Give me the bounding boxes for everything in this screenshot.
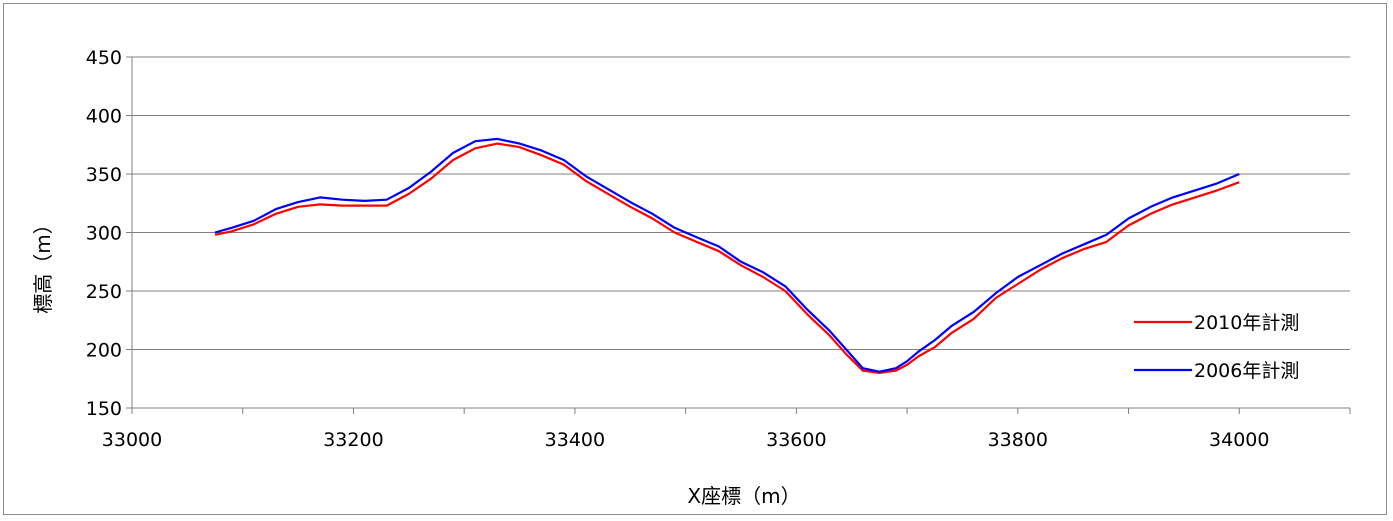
y-tick-label-400: 400 — [86, 106, 122, 128]
y-tick-label-300: 300 — [86, 223, 122, 245]
y-tick-label-150: 150 — [86, 398, 122, 420]
y-tick-label-450: 450 — [86, 47, 122, 69]
legend-label-1: 2010年計測 — [1194, 312, 1299, 334]
axes — [126, 56, 1351, 414]
tick-labels: 150 200 250 300 350 400 450 33000 33200 33400 3360… — [86, 47, 1270, 451]
grid-lines — [132, 56, 1350, 350]
x-tick-label-34000: 34000 — [1209, 429, 1269, 451]
series-line-2 — [214, 137, 1240, 373]
x-axis-label: X座標（m） — [687, 484, 800, 508]
line-chart: 150 200 250 300 350 400 450 33000 33200 33400 3360… — [31, 47, 1351, 508]
series-group — [214, 137, 1240, 374]
legend-label-2: 2006年計測 — [1194, 360, 1299, 382]
series-line-1 — [214, 142, 1240, 374]
x-tick-label-33200: 33200 — [323, 429, 383, 451]
x-tick-label-33600: 33600 — [766, 429, 826, 451]
y-axis-label: 標高（m） — [31, 214, 55, 313]
y-tick-label-250: 250 — [86, 281, 122, 303]
x-tick-label-33400: 33400 — [545, 429, 605, 451]
y-tick-label-350: 350 — [86, 164, 122, 186]
legend: 2010年計測 2006年計測 — [1134, 312, 1299, 382]
x-tick-label-33000: 33000 — [102, 429, 162, 451]
x-tick-label-33800: 33800 — [988, 429, 1048, 451]
y-tick-label-200: 200 — [86, 340, 122, 362]
chart-frame: 150 200 250 300 350 400 450 33000 33200 33400 3360… — [3, 3, 1387, 515]
